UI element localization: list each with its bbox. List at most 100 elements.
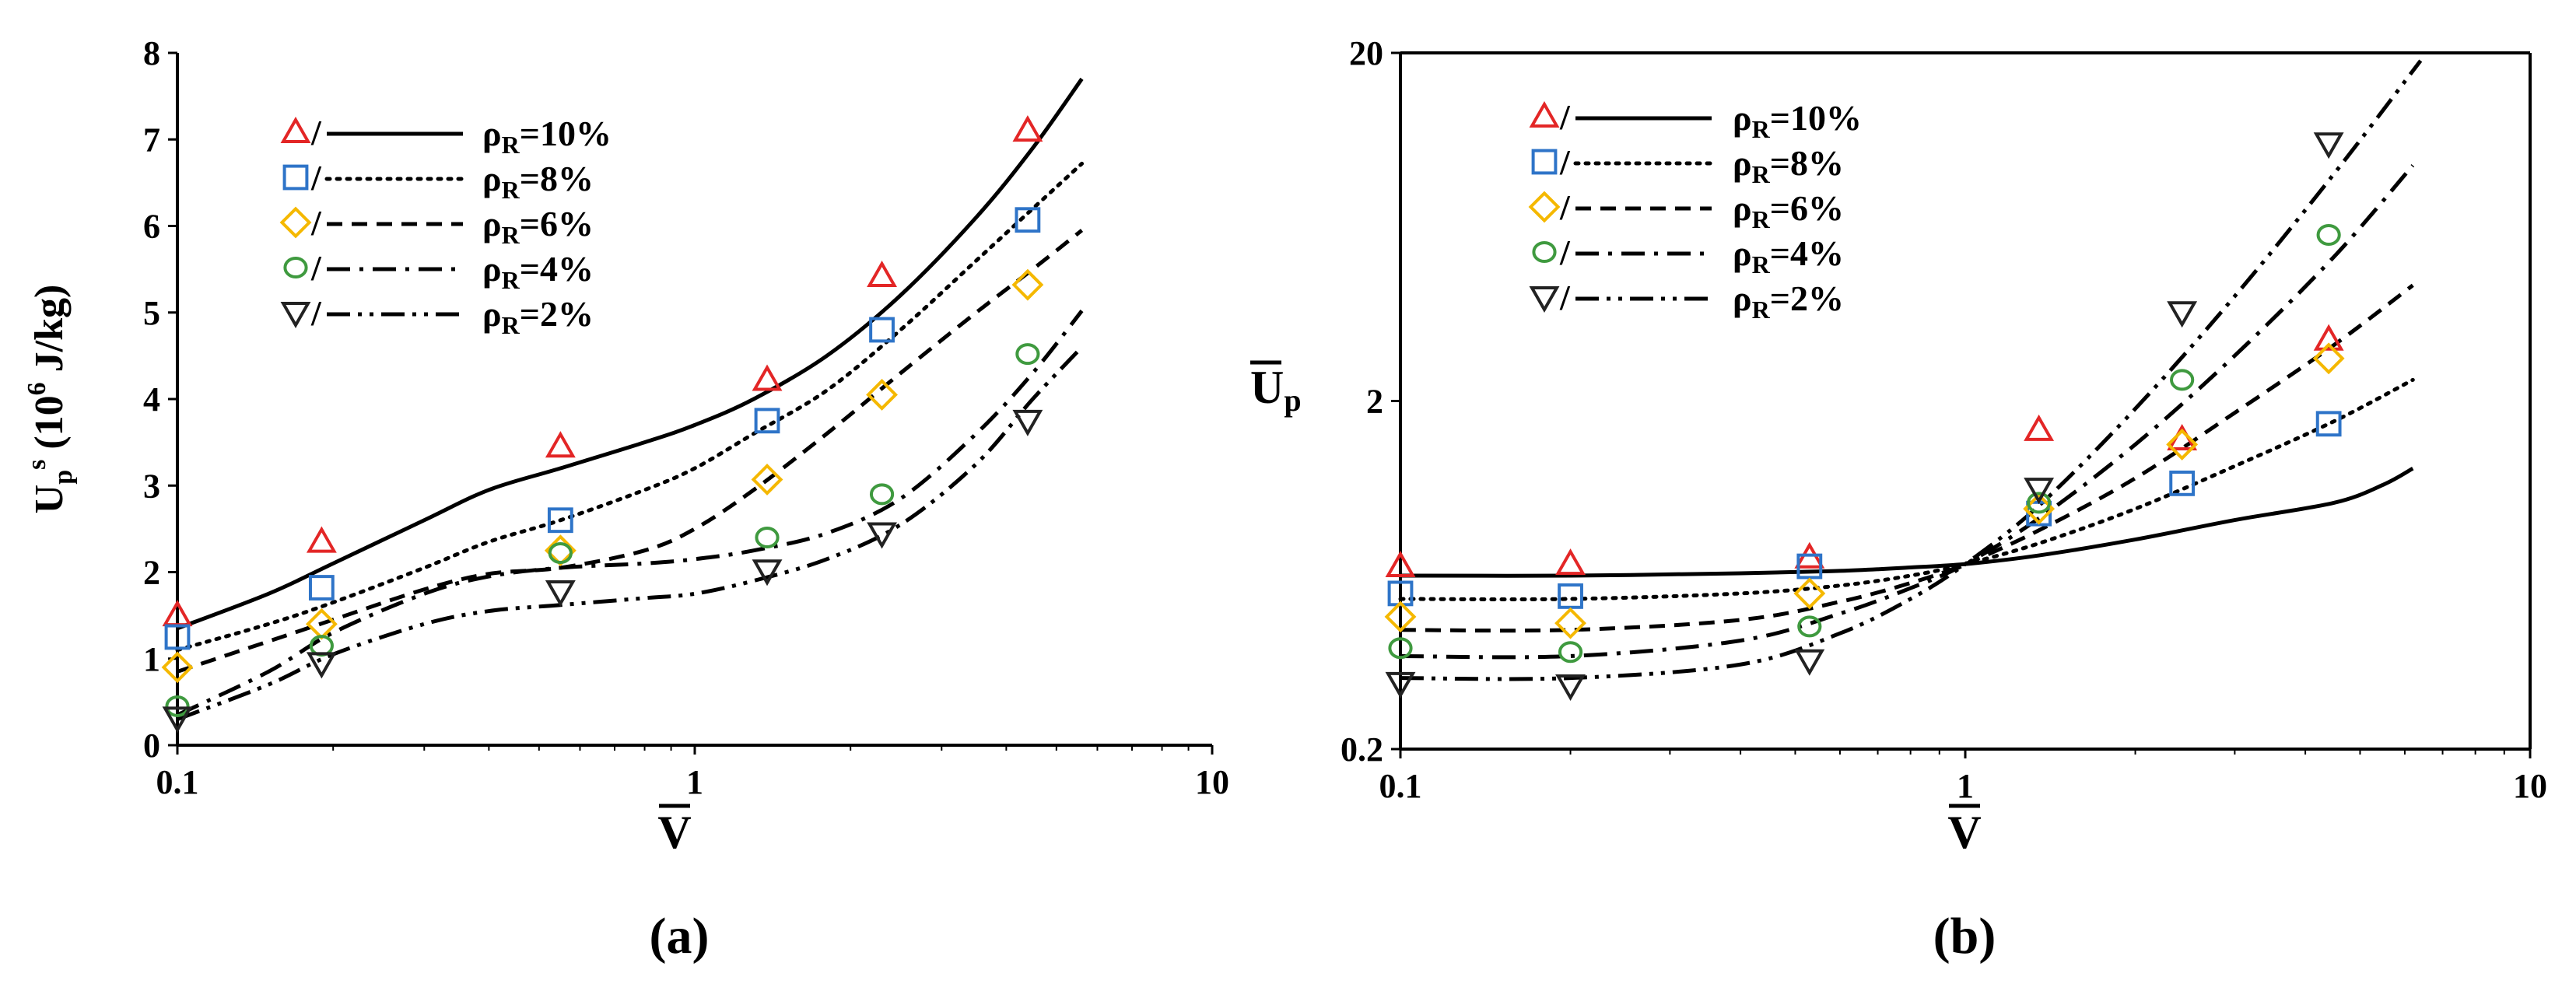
panel-b-legend-marker-4: [1529, 286, 1560, 313]
panel-b-marker-series-4: [2024, 478, 2055, 505]
panel-b-legend-slash: /: [1559, 97, 1571, 137]
panel-b-fit-line-2: [1400, 283, 2414, 633]
panel-b-y-ticks: 0.2 2 20: [1341, 34, 1400, 769]
panel-b-marker-series-2: [1793, 577, 1826, 610]
panel-a-y-tick-label: 5: [143, 294, 160, 332]
panel-a-marker-series-3: [165, 695, 190, 717]
panel-b-legend-label-1: ρR=8%: [1733, 143, 1844, 188]
panel-a-marker-series-0: [867, 260, 897, 288]
panel-b-marker-series-4: [1555, 674, 1586, 702]
panel-a-x-ticks: 0.1 1 10: [156, 745, 1229, 801]
panel-a-legend-marker-3: [283, 257, 308, 278]
panel-b-fit-line-0: [1400, 467, 2414, 578]
panel-a-marker-series-4: [545, 580, 576, 608]
panel-a-marker-series-3: [755, 527, 780, 548]
panel-a-y-tick-label: 6: [143, 208, 160, 246]
panel-b-legend-marker-0: [1529, 100, 1560, 128]
panel-a-marker-series-3: [869, 483, 895, 506]
panel-a-marker-series-1: [164, 624, 191, 650]
panel-b-legend-marker-2: [1528, 191, 1561, 223]
panel-a-legend-label-1: ρR=8%: [482, 159, 594, 204]
panel-a-legend: / ρR=10% / ρR=8% / ρR=6% / ρR=4% / ρR=2%: [279, 113, 612, 339]
panel-a-y-tick-label: 3: [143, 467, 160, 505]
panel-a-legend-slash: /: [310, 203, 322, 243]
panel-b-marker-series-1: [2315, 411, 2342, 437]
panel-a-marker-series-4: [162, 706, 193, 734]
panel-a-y-tick-label: 4: [143, 380, 160, 418]
panel-b-marker-series-3: [2027, 492, 2052, 514]
panel-a-marker-series-4: [306, 652, 337, 679]
panel-b-marker-series-2: [2166, 428, 2199, 460]
panel-a-fit-line-0: [177, 77, 1084, 631]
panel-b-legend-label-2: ρR=6%: [1733, 188, 1844, 233]
panel-a-marker-series-2: [866, 379, 898, 411]
panel-b-legend-slash: /: [1559, 142, 1571, 182]
panel-a-marker-series-1: [754, 408, 780, 434]
panel-b-legend-slash: /: [1559, 187, 1571, 227]
panel-b-marker-series-2: [2312, 342, 2345, 375]
panel-b-x-tick-label: 1: [1957, 767, 1974, 805]
panel-a-marker-series-1: [308, 575, 335, 601]
panel-b-marker-series-4: [2313, 132, 2344, 159]
panel-b-marker-series-3: [1558, 641, 1583, 664]
panel-a-y-tick-label: 8: [143, 34, 160, 72]
panel-b-fit-line-3: [1400, 164, 2415, 660]
panel-b-fit-line-4: [1400, 59, 2423, 681]
panel-a-fit-line-1: [175, 161, 1085, 653]
panel-a-y-axis-label: Ups (106 J/kg): [23, 285, 78, 514]
panel-a: 0 1 2 3 4 5 6 7 8 0.1 1 10 / ρR=10% / ρR=8% / ρR=6% / ρR=…: [23, 34, 1229, 965]
panel-b-marker-series-4: [1385, 671, 1416, 699]
panel-b-marker-series-1: [1558, 583, 1583, 609]
panel-a-legend-marker-0: [280, 116, 311, 143]
panel-a-x-tick-label: 0.1: [156, 763, 199, 801]
panel-a-y-tick-label: 1: [143, 640, 160, 678]
panel-b-x-axis-label: V: [1947, 807, 1981, 858]
panel-a-marker-series-1: [547, 507, 573, 534]
panel-a-legend-marker-2: [279, 206, 312, 239]
panel-a-marker-series-1: [1015, 207, 1041, 233]
panel-b-marker-series-2: [1384, 601, 1417, 633]
panel-b-x-tick-label: 0.1: [1379, 767, 1422, 805]
panel-a-marker-series-0: [545, 431, 576, 458]
panel-a-legend-slash: /: [310, 293, 322, 333]
panel-a-marker-series-3: [1015, 343, 1040, 366]
panel-b-fit-lines: [1398, 59, 2423, 681]
panel-b-marker-series-4: [1794, 649, 1825, 676]
panel-b-marker-series-0: [1555, 548, 1586, 576]
panel-b-marker-series-3: [2170, 369, 2195, 391]
panel-b-legend-label-0: ρR=10%: [1733, 98, 1862, 143]
panel-a-legend-marker-4: [280, 302, 311, 329]
panel-b-legend-marker-1: [1531, 149, 1558, 175]
panel-a-y-ticks: 0 1 2 3 4 5 6 7 8: [143, 34, 177, 765]
panel-a-fit-line-2: [177, 229, 1084, 674]
panel-b-marker-series-0: [2024, 414, 2055, 441]
panel-a-legend-marker-1: [282, 164, 309, 191]
panel-a-marker-series-4: [752, 559, 783, 587]
panel-a-x-tick-label: 1: [686, 763, 703, 801]
panel-b-legend-slash: /: [1559, 233, 1571, 272]
panel-a-marker-series-0: [752, 364, 783, 391]
panel-a-x-axis-label: V: [657, 807, 691, 858]
panel-a-marker-series-4: [1012, 409, 1043, 436]
panel-a-x-tick-label: 10: [1195, 763, 1229, 801]
panel-b-y-tick-label: 2: [1366, 383, 1383, 421]
panel-b-marker-series-3: [1797, 615, 1822, 638]
panel-b-marker-series-2: [1554, 607, 1586, 639]
panel-b-marker-series-0: [2313, 324, 2344, 351]
panel-b-marker-series-3: [1388, 637, 1413, 660]
panel-b-label: (b): [1933, 908, 1996, 965]
panel-a-y-tick-label: 0: [143, 727, 160, 765]
panel-b-y-tick-label: 20: [1349, 34, 1383, 72]
panel-a-y-tick-label: 2: [143, 554, 160, 592]
panel-a-legend-slash: /: [310, 158, 322, 198]
panel-b-y-axis-label: Up: [1250, 362, 1302, 418]
panel-a-markers: [161, 115, 1044, 734]
panel-b-legend-slash: /: [1559, 278, 1571, 317]
panel-b-markers: [1384, 132, 2345, 702]
panel-a-label: (a): [650, 908, 710, 965]
panel-a-marker-series-0: [306, 526, 337, 553]
panel-b-marker-series-1: [2169, 470, 2196, 496]
panel-a-marker-series-2: [161, 651, 194, 684]
